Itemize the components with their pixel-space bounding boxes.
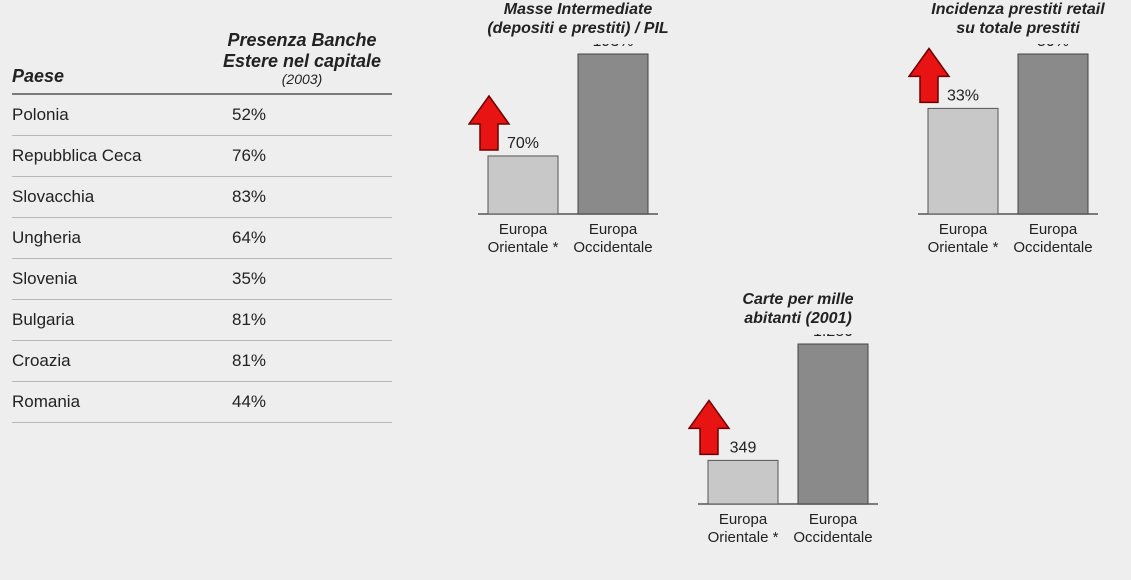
chart-title: Incidenza prestiti retail su totale pres…	[908, 0, 1128, 38]
cell-country: Repubblica Ceca	[12, 146, 232, 166]
cell-value: 44%	[232, 392, 392, 412]
cell-country: Slovenia	[12, 269, 232, 289]
cell-country: Bulgaria	[12, 310, 232, 330]
bar	[1018, 54, 1088, 214]
cell-value: 81%	[232, 351, 392, 371]
chart-svg: 349EuropaOrientale *1.280EuropaOccidenta…	[688, 334, 908, 564]
chart-svg: 70%EuropaOrientale *193%EuropaOccidental…	[468, 44, 688, 274]
table-header: Paese Presenza Banche Estere nel capital…	[12, 30, 392, 95]
up-arrow-icon	[909, 49, 949, 103]
foreign-banks-table: Paese Presenza Banche Estere nel capital…	[12, 30, 392, 423]
table-row: Repubblica Ceca76%	[12, 136, 392, 177]
cell-value: 35%	[232, 269, 392, 289]
bar-value-label: 1.280	[813, 334, 853, 340]
cell-country: Ungheria	[12, 228, 232, 248]
cell-value: 52%	[232, 105, 392, 125]
cell-country: Romania	[12, 392, 232, 412]
bar-category-label: Europa	[589, 221, 638, 238]
bar-category-sublabel: Occidentale	[793, 529, 872, 546]
bar-category-label: Europa	[499, 221, 548, 238]
cell-value: 83%	[232, 187, 392, 207]
chart-carte-per-mille: Carte per mille abitanti (2001) 349 Europ…	[688, 290, 908, 564]
bar	[708, 461, 778, 505]
bar-category-label: Europa	[809, 511, 858, 528]
bar-category-label: Europa	[939, 221, 988, 238]
table-header-value-l2: Estere nel capitale	[223, 51, 381, 71]
bar-category-sublabel: Occidentale	[573, 239, 652, 256]
up-arrow-icon	[469, 96, 509, 150]
cell-country: Croazia	[12, 351, 232, 371]
bar-value-label: 50%	[1037, 44, 1069, 50]
table-header-value: Presenza Banche Estere nel capitale (200…	[212, 30, 392, 87]
bar	[488, 156, 558, 214]
table-row: Romania44%	[12, 382, 392, 423]
chart-title: Carte per mille abitanti (2001)	[688, 290, 908, 328]
cell-value: 76%	[232, 146, 392, 166]
bar-value-label: 33%	[947, 88, 979, 105]
chart-svg: 33%EuropaOrientale *50%EuropaOccidentale	[908, 44, 1128, 274]
bar	[798, 344, 868, 504]
chart-incidenza-retail: Incidenza prestiti retail su totale pres…	[908, 0, 1128, 274]
bar	[928, 109, 998, 215]
table-row: Ungheria64%	[12, 218, 392, 259]
table-row: Polonia52%	[12, 95, 392, 136]
table-header-value-sub: (2003)	[212, 71, 392, 87]
bar-category-sublabel: Orientale *	[488, 239, 559, 256]
table-header-country: Paese	[12, 66, 212, 87]
bar-value-label: 70%	[507, 135, 539, 152]
up-arrow-icon	[689, 401, 729, 455]
bar-value-label: 193%	[593, 44, 634, 50]
table-row: Croazia81%	[12, 341, 392, 382]
chart-title: Masse Intermediate (depositi e prestiti)…	[468, 0, 688, 38]
bar-category-sublabel: Occidentale	[1013, 239, 1092, 256]
bar-category-label: Europa	[1029, 221, 1078, 238]
cell-value: 64%	[232, 228, 392, 248]
chart-title-l2: su totale prestiti	[956, 20, 1080, 37]
table-header-value-l1: Presenza Banche	[227, 30, 376, 50]
chart-title-l2: (depositi e prestiti) / PIL	[487, 20, 668, 37]
table-row: Slovenia35%	[12, 259, 392, 300]
bar-value-label: 349	[730, 440, 757, 457]
cell-value: 81%	[232, 310, 392, 330]
bar-category-sublabel: Orientale *	[708, 529, 779, 546]
bar-category-label: Europa	[719, 511, 768, 528]
cell-country: Polonia	[12, 105, 232, 125]
chart-masse-intermediate: Masse Intermediate (depositi e prestiti)…	[468, 0, 688, 274]
bar	[578, 54, 648, 214]
bar-category-sublabel: Orientale *	[928, 239, 999, 256]
chart-title-l1: Carte per mille	[742, 291, 853, 308]
table-row: Bulgaria81%	[12, 300, 392, 341]
table-row: Slovacchia83%	[12, 177, 392, 218]
table-body: Polonia52%Repubblica Ceca76%Slovacchia83…	[12, 95, 392, 423]
cell-country: Slovacchia	[12, 187, 232, 207]
chart-title-l1: Masse Intermediate	[504, 1, 653, 18]
chart-title-l2: abitanti (2001)	[744, 310, 852, 327]
chart-title-l1: Incidenza prestiti retail	[931, 1, 1104, 18]
